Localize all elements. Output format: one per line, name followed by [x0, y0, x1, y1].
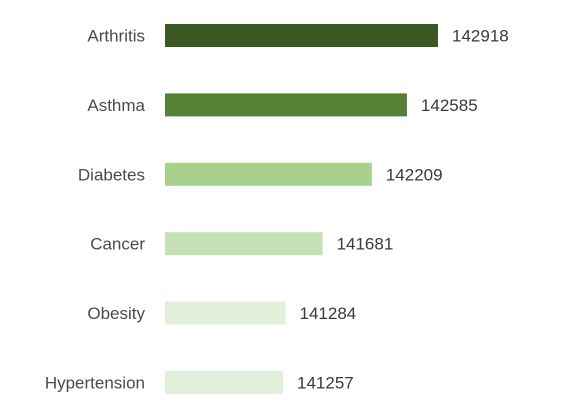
value-label: 141681 [337, 235, 394, 254]
bar [165, 93, 407, 117]
value-label: 141284 [300, 304, 357, 323]
value-label: 142918 [452, 27, 509, 46]
bar [165, 232, 323, 256]
bar [165, 301, 286, 325]
bar [165, 162, 372, 186]
bar [165, 371, 283, 394]
category-label: Arthritis [87, 27, 145, 46]
value-labels: 142918 142585 142209 141681 141284 141257 [297, 27, 509, 393]
value-label: 142585 [421, 96, 478, 115]
category-label: Asthma [87, 96, 145, 115]
value-label: 141257 [297, 374, 354, 393]
bar [165, 24, 438, 47]
bars [165, 24, 438, 394]
category-labels: Arthritis Asthma Diabetes Cancer Obesity Hype… [45, 27, 146, 393]
category-label: Hypertension [45, 374, 145, 393]
category-label: Diabetes [78, 165, 145, 184]
value-label: 142209 [386, 165, 443, 184]
category-label: Cancer [90, 235, 145, 254]
category-label: Obesity [87, 304, 145, 323]
